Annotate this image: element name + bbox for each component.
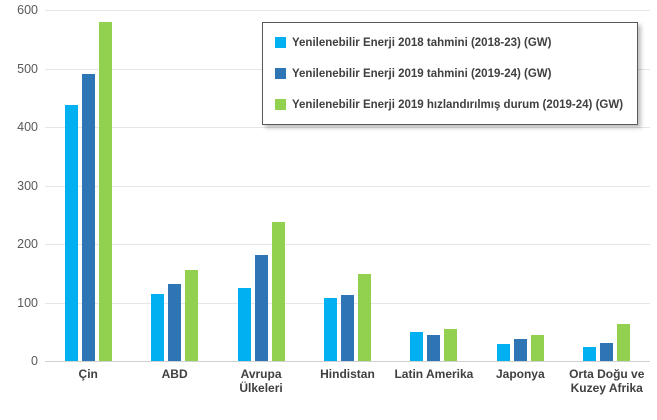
y-tick-label: 500 bbox=[17, 61, 38, 76]
y-tick-label: 100 bbox=[17, 295, 38, 310]
bar bbox=[583, 346, 597, 361]
legend-item: Yenilenebilir Enerji 2019 hızlandırılmış… bbox=[275, 99, 637, 111]
legend-swatch-icon bbox=[275, 99, 286, 110]
x-tick-label: Japonya bbox=[495, 367, 545, 381]
x-tick-label: Avrupa Ülkeleri bbox=[239, 367, 283, 395]
x-tick-label: Hindistan bbox=[320, 367, 375, 381]
bar-group bbox=[391, 10, 477, 361]
bar bbox=[168, 284, 182, 361]
bar bbox=[530, 334, 544, 361]
bar bbox=[444, 328, 458, 361]
x-tick-label: Latin Amerika bbox=[394, 367, 474, 381]
bar-group bbox=[304, 10, 390, 361]
legend-item: Yenilenebilir Enerji 2018 tahmini (2018-… bbox=[275, 37, 637, 49]
bar bbox=[427, 334, 441, 361]
bar-group bbox=[131, 10, 217, 361]
bar bbox=[81, 74, 95, 361]
y-tick-label: 0 bbox=[31, 354, 38, 368]
y-tick-label: 300 bbox=[17, 178, 38, 193]
bar bbox=[64, 104, 78, 361]
bar-group bbox=[45, 10, 131, 361]
legend-label: Yenilenebilir Enerji 2018 tahmini (2018-… bbox=[292, 36, 552, 49]
gridline bbox=[45, 185, 650, 187]
y-tick-label: 400 bbox=[17, 120, 38, 134]
plot-area bbox=[45, 10, 650, 362]
bar bbox=[151, 293, 165, 361]
bar bbox=[357, 274, 371, 361]
gridline bbox=[45, 244, 650, 245]
legend-label: Yenilenebilir Enerji 2019 tahmini (2019-… bbox=[292, 67, 552, 80]
y-tick-label: 600 bbox=[17, 3, 38, 17]
bar bbox=[513, 338, 527, 361]
bar bbox=[254, 254, 268, 361]
legend-item: Yenilenebilir Enerji 2019 tahmini (2019-… bbox=[275, 68, 637, 80]
bar bbox=[496, 344, 510, 361]
x-axis: Çin ABD Avrupa Ülkeleri Hindistan Latin Amer… bbox=[45, 367, 650, 395]
bar-group bbox=[564, 10, 650, 361]
x-tick-label: ABD bbox=[161, 367, 188, 381]
gridline bbox=[45, 127, 650, 128]
bar-group bbox=[218, 10, 304, 361]
bar-group bbox=[477, 10, 563, 361]
bar bbox=[98, 21, 112, 361]
x-axis-line bbox=[45, 361, 650, 362]
legend-swatch-icon bbox=[275, 37, 286, 48]
bar bbox=[340, 295, 354, 361]
bars-layer bbox=[45, 10, 650, 361]
bar bbox=[185, 269, 199, 361]
legend-label: Yenilenebilir Enerji 2019 hızlandırılmış… bbox=[292, 98, 624, 111]
x-tick-label: Orta Doğu ve Kuzey Afrika bbox=[569, 367, 645, 395]
x-tick-label: Çin bbox=[78, 367, 98, 381]
bar bbox=[271, 222, 285, 361]
y-tick-label: 200 bbox=[17, 237, 38, 251]
legend-swatch-icon bbox=[275, 68, 286, 79]
bar bbox=[600, 343, 614, 361]
bar bbox=[323, 298, 337, 361]
bar bbox=[410, 332, 424, 361]
legend: Yenilenebilir Enerji 2018 tahmini (2018-… bbox=[262, 22, 638, 125]
gridline bbox=[45, 10, 650, 11]
bar bbox=[617, 324, 631, 361]
bar bbox=[237, 288, 251, 361]
